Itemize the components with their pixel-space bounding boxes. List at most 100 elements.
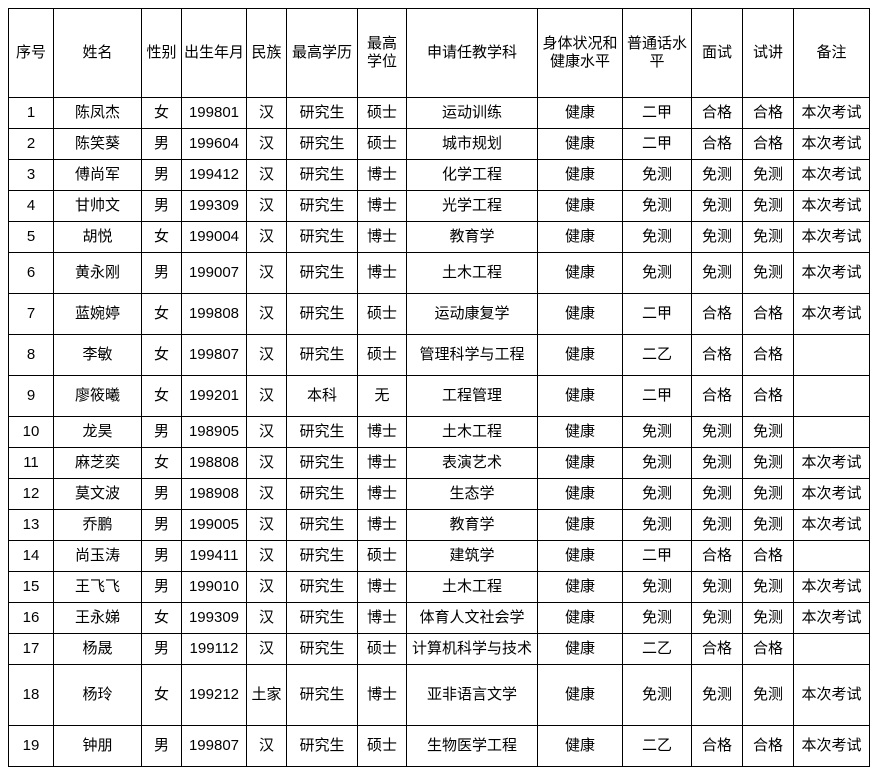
cell-ethnicity: 汉	[246, 97, 287, 129]
cell-mandarin: 二甲	[622, 540, 692, 572]
cell-education: 研究生	[286, 540, 358, 572]
table-row: 15 王飞飞男 199010 汉研究生 博士 土木工程 健康 免测 免测 免测 本次考试	[8, 571, 870, 603]
cell-index: 6	[8, 252, 54, 294]
cell-degree: 博士	[357, 664, 407, 726]
cell-degree: 硕士	[357, 334, 407, 376]
cell-dob: 199807	[181, 725, 247, 767]
cell-sex: 女	[141, 293, 182, 335]
column-header-dob: 出生年月	[181, 8, 247, 98]
cell-subject: 光学工程	[406, 190, 538, 222]
table-body: 1 陈凤杰女 199801 汉研究生 硕士 运动训练 健康 二甲 合格 合格 本次考试 2 陈笑葵男 19…	[8, 97, 870, 767]
cell-mandarin: 免测	[622, 509, 692, 541]
cell-subject: 土木工程	[406, 252, 538, 294]
cell-demo: 免测	[742, 252, 794, 294]
cell-sex: 男	[141, 725, 182, 767]
cell-health: 健康	[537, 509, 623, 541]
table-row: 11 麻芝奕女 198808 汉研究生 博士 表演艺术 健康 免测 免测 免测 本次考试	[8, 447, 870, 479]
cell-health: 健康	[537, 416, 623, 448]
cell-ethnicity: 土家	[246, 664, 287, 726]
table-row: 2 陈笑葵男 199604 汉研究生 硕士 城市规划 健康 二甲 合格 合格 本次考试	[8, 128, 870, 160]
cell-ethnicity: 汉	[246, 447, 287, 479]
column-header-name: 姓名	[53, 8, 142, 98]
cell-mandarin: 免测	[622, 571, 692, 603]
cell-mandarin: 免测	[622, 416, 692, 448]
column-header-mandarin: 普通话水平	[622, 8, 692, 98]
cell-subject: 土木工程	[406, 416, 538, 448]
cell-ethnicity: 汉	[246, 375, 287, 417]
cell-sex: 男	[141, 478, 182, 510]
column-header-health: 身体状况和健康水平	[537, 8, 623, 98]
cell-dob: 199112	[181, 633, 247, 665]
cell-name: 麻芝奕	[53, 447, 142, 479]
cell-remark: 本次考试	[793, 509, 870, 541]
column-header-subject: 申请任教学科	[406, 8, 538, 98]
cell-demo: 合格	[742, 334, 794, 376]
cell-ethnicity: 汉	[246, 293, 287, 335]
cell-health: 健康	[537, 97, 623, 129]
cell-education: 研究生	[286, 159, 358, 191]
table-row: 6 黄永刚男 199007 汉研究生 博士 土木工程 健康 免测 免测 免测 本次考试	[8, 252, 870, 294]
cell-demo: 合格	[742, 97, 794, 129]
cell-degree: 硕士	[357, 97, 407, 129]
cell-interview: 免测	[691, 252, 743, 294]
cell-subject: 城市规划	[406, 128, 538, 160]
cell-education: 研究生	[286, 416, 358, 448]
column-header-interview: 面试	[691, 8, 743, 98]
table-row: 3 傅尚军男 199412 汉研究生 博士 化学工程 健康 免测 免测 免测 本次考试	[8, 159, 870, 191]
cell-education: 研究生	[286, 602, 358, 634]
cell-name: 蓝婉婷	[53, 293, 142, 335]
cell-demo: 合格	[742, 725, 794, 767]
cell-subject: 生物医学工程	[406, 725, 538, 767]
cell-health: 健康	[537, 633, 623, 665]
cell-mandarin: 二甲	[622, 293, 692, 335]
cell-index: 2	[8, 128, 54, 160]
cell-mandarin: 免测	[622, 159, 692, 191]
cell-health: 健康	[537, 159, 623, 191]
cell-health: 健康	[537, 375, 623, 417]
cell-demo: 免测	[742, 159, 794, 191]
cell-education: 研究生	[286, 633, 358, 665]
cell-interview: 免测	[691, 221, 743, 253]
cell-name: 乔鹏	[53, 509, 142, 541]
column-header-ethnicity: 民族	[246, 8, 287, 98]
cell-health: 健康	[537, 540, 623, 572]
cell-name: 莫文波	[53, 478, 142, 510]
cell-ethnicity: 汉	[246, 540, 287, 572]
cell-subject: 教育学	[406, 509, 538, 541]
cell-ethnicity: 汉	[246, 725, 287, 767]
cell-interview: 合格	[691, 540, 743, 572]
cell-name: 廖筱曦	[53, 375, 142, 417]
table-row: 4 甘帅文男 199309 汉研究生 博士 光学工程 健康 免测 免测 免测 本次考试	[8, 190, 870, 222]
cell-interview: 合格	[691, 293, 743, 335]
cell-dob: 199007	[181, 252, 247, 294]
cell-interview: 合格	[691, 128, 743, 160]
cell-sex: 男	[141, 571, 182, 603]
cell-name: 陈笑葵	[53, 128, 142, 160]
table-row: 16 王永娣女 199309 汉研究生 博士 体育人文社会学 健康 免测 免测 免测 本次考试	[8, 602, 870, 634]
cell-mandarin: 二甲	[622, 375, 692, 417]
cell-remark	[793, 633, 870, 665]
cell-health: 健康	[537, 293, 623, 335]
cell-health: 健康	[537, 725, 623, 767]
cell-sex: 女	[141, 221, 182, 253]
cell-subject: 管理科学与工程	[406, 334, 538, 376]
cell-health: 健康	[537, 664, 623, 726]
table-header: 序号 姓名 性别 出生年月 民族 最高学历 最高学位 申请任教学科 身体状况和健…	[8, 8, 870, 98]
cell-remark	[793, 416, 870, 448]
cell-subject: 化学工程	[406, 159, 538, 191]
cell-remark: 本次考试	[793, 221, 870, 253]
cell-sex: 女	[141, 97, 182, 129]
cell-sex: 男	[141, 633, 182, 665]
cell-health: 健康	[537, 478, 623, 510]
cell-health: 健康	[537, 128, 623, 160]
cell-degree: 无	[357, 375, 407, 417]
cell-ethnicity: 汉	[246, 252, 287, 294]
cell-sex: 女	[141, 447, 182, 479]
cell-dob: 199010	[181, 571, 247, 603]
cell-remark: 本次考试	[793, 293, 870, 335]
cell-education: 研究生	[286, 571, 358, 603]
cell-ethnicity: 汉	[246, 416, 287, 448]
cell-name: 杨玲	[53, 664, 142, 726]
cell-demo: 合格	[742, 128, 794, 160]
cell-name: 陈凤杰	[53, 97, 142, 129]
